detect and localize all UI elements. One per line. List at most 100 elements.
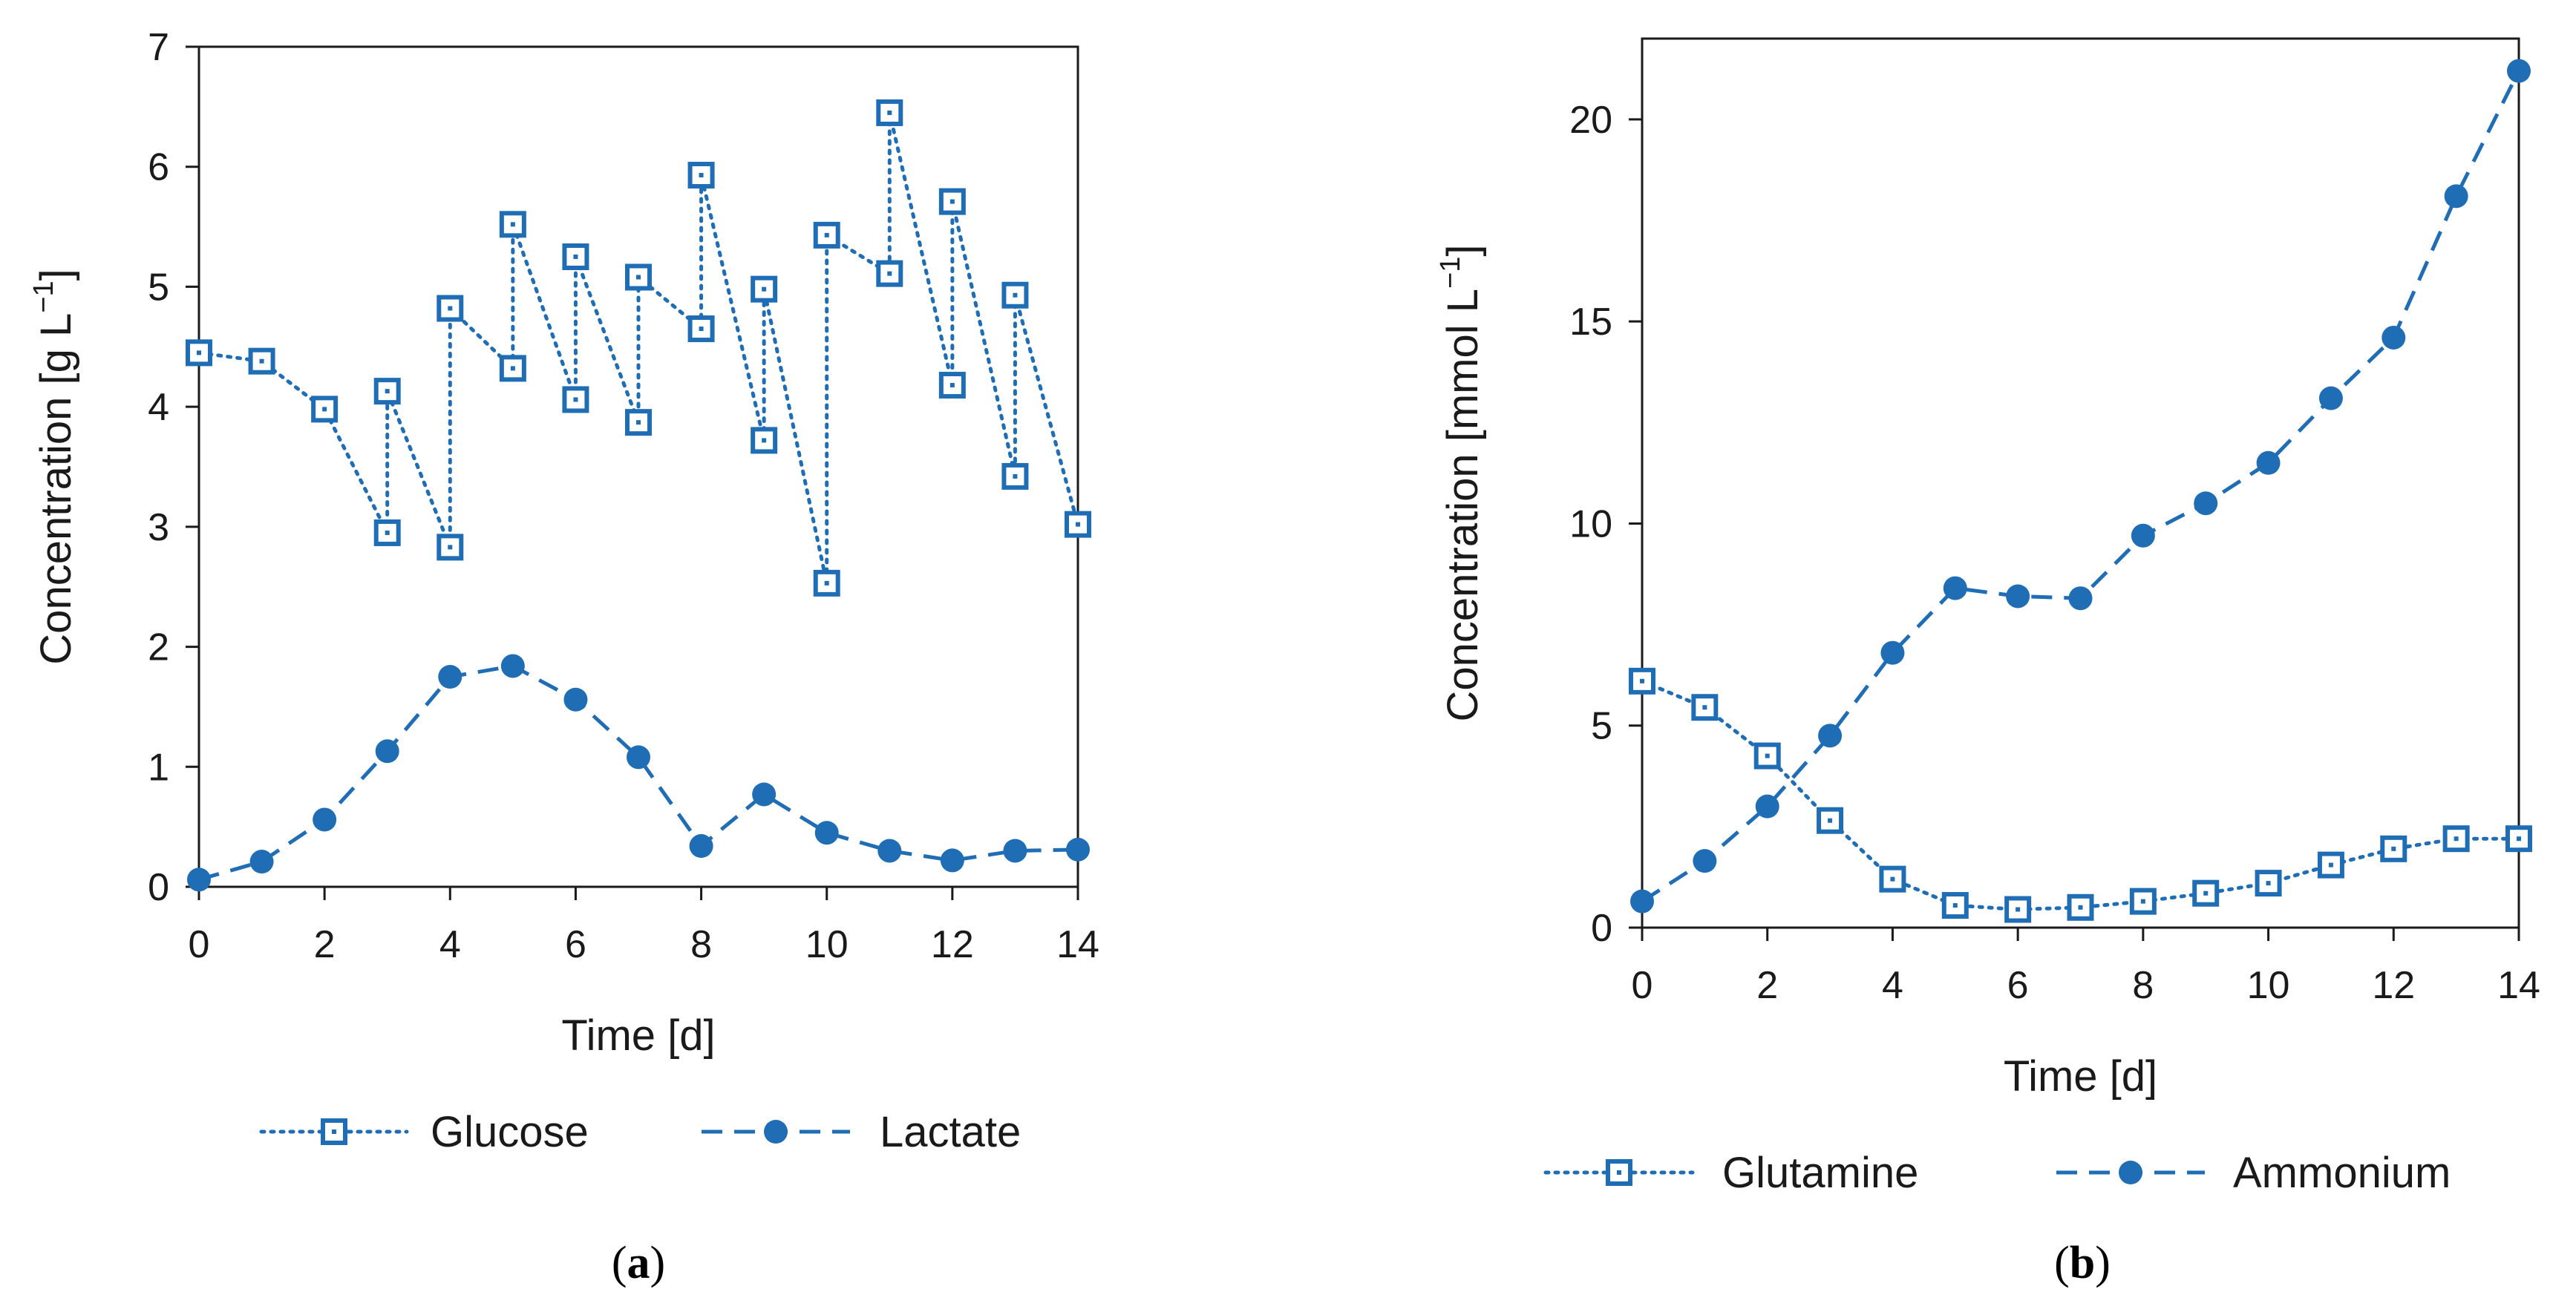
y-tick-label: 5 xyxy=(148,266,169,309)
legend-label: Lactate xyxy=(880,1108,1021,1156)
series-ammonium xyxy=(1630,59,2531,914)
glucose-point xyxy=(938,188,966,215)
legend-entry-glutamine: Glutamine xyxy=(1543,1149,1918,1197)
x-axis-title: Time [d] xyxy=(561,1011,715,1060)
glucose-point-center xyxy=(949,199,955,204)
ammonium-point xyxy=(1630,889,1654,914)
glucose-point xyxy=(1065,511,1091,538)
glucose-point-center xyxy=(510,366,515,371)
glucose-point-center xyxy=(197,350,201,355)
glucose-point-center xyxy=(887,271,892,276)
glutamine-point-center xyxy=(1765,753,1770,758)
glutamine-point-center xyxy=(2140,899,2145,904)
x-tick-label: 8 xyxy=(690,923,712,966)
glucose-point-center xyxy=(385,530,390,535)
panel-label: (b) xyxy=(2054,1238,2111,1288)
panel-label-open: ( xyxy=(2054,1238,2070,1288)
glucose-point xyxy=(876,99,903,126)
glutamine-point xyxy=(1691,694,1719,721)
glucose-point xyxy=(562,386,589,413)
ammonium-point xyxy=(2382,325,2406,350)
lactate-point xyxy=(438,665,462,689)
plot-frame xyxy=(1641,37,2520,929)
x-tick-label: 2 xyxy=(314,923,336,966)
x-tick-label: 4 xyxy=(1882,964,1903,1007)
chart-b: 0 2 4 6 8 10 12 14 0 5 10 15 20 Time [d] Concentration… xyxy=(1435,37,2540,1288)
x-axis-title: Time [d] xyxy=(2004,1052,2157,1101)
ammonium-point xyxy=(1943,576,1967,600)
y-axis-title: Concentration [g L−1] xyxy=(28,269,80,664)
x-tick-label: 2 xyxy=(1756,964,1778,1007)
legend-marker xyxy=(2119,1161,2142,1184)
lactate-point xyxy=(814,821,839,845)
x-tick-label: 14 xyxy=(2497,964,2540,1007)
y-tick-label: 3 xyxy=(148,506,169,549)
lactate-point xyxy=(313,807,337,832)
lactate-point xyxy=(752,782,777,807)
glucose-point-center xyxy=(1076,522,1080,527)
ammonium-point xyxy=(2194,491,2218,516)
lactate-point xyxy=(375,739,399,764)
glutamine-point-center xyxy=(1702,705,1707,710)
legend-marker xyxy=(764,1120,788,1144)
glucose-point-center xyxy=(510,222,515,227)
glucose-point-center xyxy=(824,232,829,237)
glucose-point-center xyxy=(573,255,578,259)
panel-label: (a) xyxy=(612,1238,665,1288)
glucose-point-center xyxy=(259,358,264,364)
panel-label-letter: a xyxy=(627,1238,650,1288)
lactate-line xyxy=(198,663,1079,882)
lactate-point xyxy=(877,839,902,863)
glutamine-point-center xyxy=(2517,836,2521,842)
y-axis-title: Concentration [mmol L−1] xyxy=(1435,245,1487,722)
glutamine-point-center xyxy=(1890,876,1895,882)
plot-frame xyxy=(197,45,1079,888)
glucose-point-center xyxy=(762,286,767,292)
glutamine-point-center xyxy=(2203,891,2209,896)
legend-label: Glutamine xyxy=(1722,1149,1918,1197)
x-tick-label: 10 xyxy=(805,923,849,966)
panel-label-close: ) xyxy=(2095,1238,2111,1288)
y-tick-label: 6 xyxy=(148,146,169,189)
ammonium-point xyxy=(2006,584,2030,609)
panel-label-close: ) xyxy=(650,1238,666,1288)
lactate-point xyxy=(1003,839,1027,863)
lactate-point xyxy=(1066,837,1090,862)
glucose-point xyxy=(373,519,401,546)
ammonium-point xyxy=(2131,523,2155,548)
legend-marker-center xyxy=(332,1129,336,1134)
y-tick-label: 0 xyxy=(148,866,169,909)
glucose-point-center xyxy=(322,407,327,412)
glucose-point-center xyxy=(636,420,641,425)
y-axis-title-main: Concentration [mmol L xyxy=(1439,289,1487,721)
ammonium-point xyxy=(1880,640,1905,665)
glutamine-point xyxy=(1753,742,1781,770)
ammonium-point xyxy=(1755,794,1779,819)
glutamine-point-center xyxy=(2016,907,2021,912)
legend-marker-center xyxy=(1617,1170,1621,1175)
lactate-point xyxy=(249,850,274,874)
series-glucose xyxy=(186,99,1091,597)
x-tick-label: 4 xyxy=(439,923,461,966)
lactate-point xyxy=(563,687,588,712)
ammonium-point xyxy=(2507,59,2531,83)
glucose-point-center xyxy=(762,438,767,443)
glucose-point-center xyxy=(699,173,704,178)
x-tick-label: 0 xyxy=(1632,964,1653,1007)
y-tick-label: 15 xyxy=(1569,301,1612,344)
glucose-point-center xyxy=(636,275,641,280)
series-lactate xyxy=(187,654,1090,892)
lactate-point xyxy=(940,848,964,873)
glucose-point xyxy=(625,263,652,291)
y-tick-label: 1 xyxy=(148,746,169,789)
ammonium-point xyxy=(2444,184,2468,209)
y-axis-title-sup: −1 xyxy=(1435,257,1466,289)
glucose-point xyxy=(373,378,401,405)
glutamine-point xyxy=(1629,667,1655,695)
legend-label: Ammonium xyxy=(2233,1149,2451,1197)
lactate-point xyxy=(689,834,713,859)
lactate-point xyxy=(627,745,650,770)
legend-label: Glucose xyxy=(431,1108,589,1156)
glucose-point xyxy=(1001,281,1029,309)
